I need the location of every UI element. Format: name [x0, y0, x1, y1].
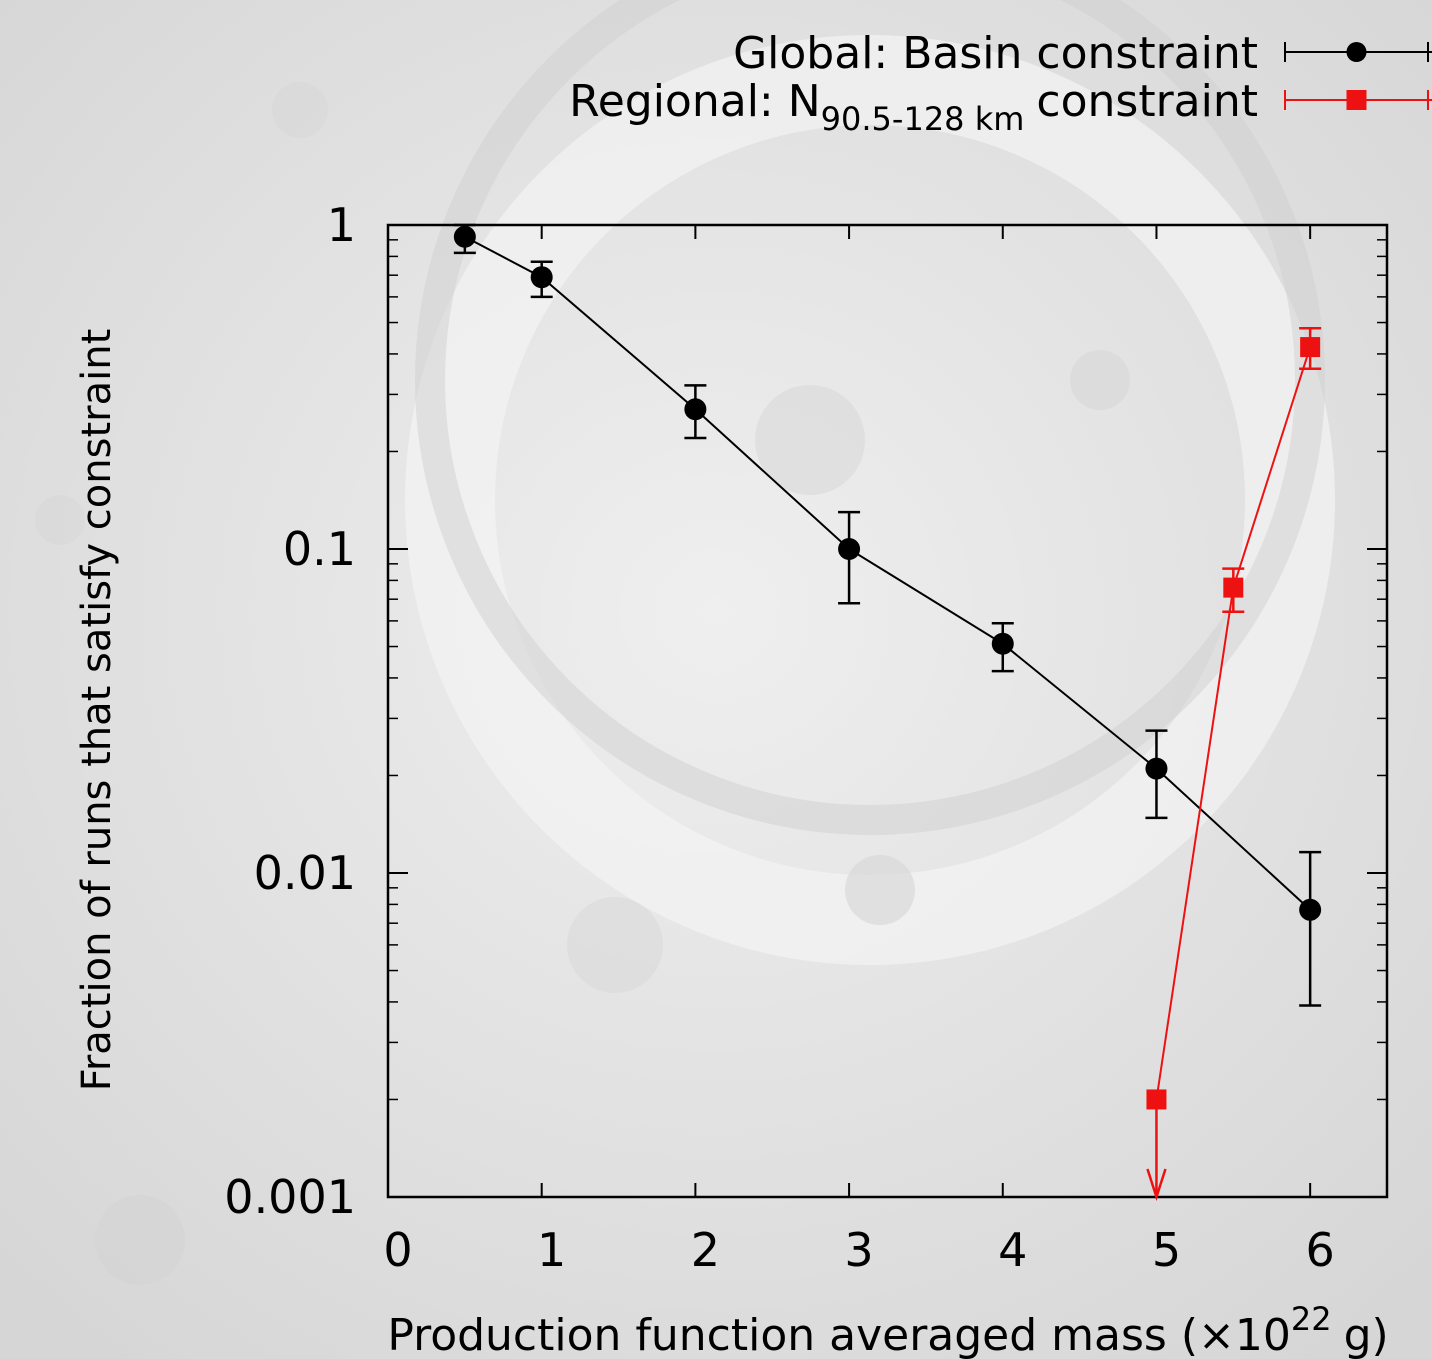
x-tick-label: 2: [691, 1223, 720, 1277]
error-bar: [1299, 850, 1322, 1007]
y-tick-label: 0.001: [224, 1170, 356, 1224]
x-axis-label-superscript: 22: [1291, 1300, 1332, 1338]
legend-name-suffix: constraint: [1036, 76, 1258, 127]
data-point: [684, 398, 707, 421]
x-tick-label: 4: [998, 1223, 1027, 1277]
legend-label: Global: Basin constraint: [733, 28, 1258, 79]
x-tick-label: 5: [1152, 1223, 1181, 1277]
legend-name-subscript: 90.5-128 km: [821, 100, 1025, 138]
legend-marker: [1346, 42, 1367, 62]
plot-area: 0 1 2 3 4 5 6 1 0.1 0.01 0.001: [224, 198, 1389, 1277]
plot-frame: [386, 223, 1389, 1199]
y-axis-label: Fraction of runs that satisfy constraint: [74, 329, 120, 1092]
series: [453, 223, 1322, 1007]
y-tick-label: 1: [327, 198, 356, 252]
data-point: [1299, 898, 1322, 921]
legend-label: Regional: N90.5-128 km constraint: [569, 76, 1258, 138]
x-tick-label: 0: [383, 1223, 412, 1277]
y-tick-label: 0.1: [283, 522, 356, 576]
series: [1146, 327, 1322, 1202]
data-point: [1145, 757, 1168, 780]
legend-name: Global: Basin constraint: [733, 28, 1258, 79]
data-point: [1300, 337, 1321, 358]
data-point: [453, 225, 476, 248]
data-point: [1146, 1089, 1167, 1110]
data-point: [530, 266, 553, 289]
data-point: [1223, 577, 1244, 598]
x-tick-label: 6: [1306, 1223, 1335, 1277]
x-axis-label-suffix: g): [1344, 1310, 1389, 1359]
x-axis-label-main: Production function averaged mass (×10: [387, 1310, 1291, 1359]
data-point: [838, 538, 861, 560]
x-axis-label: Production function averaged mass (×1022…: [387, 1300, 1388, 1359]
y-tick-label: 0.01: [254, 846, 356, 900]
upper-limit-arrow: [1146, 1099, 1167, 1202]
x-tick-label: 1: [537, 1223, 566, 1277]
legend-marker: [1346, 90, 1367, 110]
data-point: [991, 632, 1014, 655]
legend-name: Regional: N: [569, 76, 821, 127]
upper-limit-head: [1146, 1168, 1167, 1202]
x-tick-label: 3: [844, 1223, 873, 1277]
